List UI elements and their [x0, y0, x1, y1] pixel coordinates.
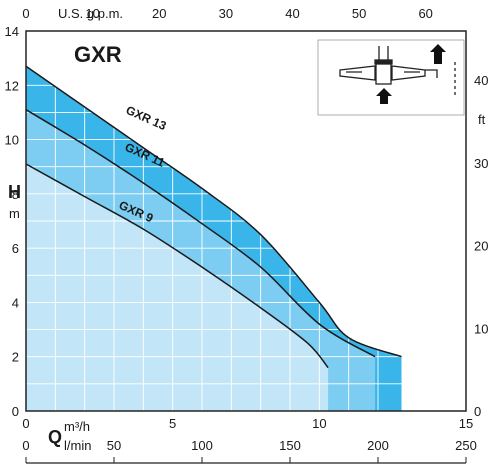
- series-label-0: GXR 13: [124, 103, 169, 133]
- grid: [25, 30, 467, 412]
- top-tick-label: 60: [418, 6, 432, 21]
- series-line-0: [25, 65, 402, 358]
- y-tick-label: 0: [12, 404, 19, 419]
- x-tick-label: 15: [459, 416, 473, 431]
- title-box: [66, 38, 136, 68]
- inlet-arrow-icon: [376, 88, 392, 104]
- right-tick-label: 40: [474, 73, 488, 88]
- right-axis-unit: ft: [478, 112, 486, 127]
- top-tick-label: 30: [219, 6, 233, 21]
- bottom-tick-label: 200: [367, 438, 389, 453]
- pump-body-icon: [339, 46, 456, 95]
- plot-frame: [25, 30, 467, 412]
- y-tick-label: 14: [5, 24, 19, 39]
- bottom-tick-label: 150: [279, 438, 301, 453]
- bottom-axis-unit: l/min: [64, 438, 91, 453]
- series-area-2: [26, 164, 329, 411]
- series-line-1: [25, 109, 376, 358]
- bottom-tick-label: 100: [191, 438, 213, 453]
- y-tick-label: 10: [5, 133, 19, 148]
- right-tick-label: 0: [474, 404, 481, 419]
- top-tick-label: 50: [352, 6, 366, 21]
- right-tick-label: 30: [474, 156, 488, 171]
- y-tick-label: 4: [12, 295, 19, 310]
- series-curves: [25, 65, 402, 369]
- bottom-tick-label: 50: [107, 438, 121, 453]
- top-tick-label: 10: [85, 6, 99, 21]
- series-fills: [26, 66, 402, 412]
- x-tick-label: 10: [312, 416, 326, 431]
- y-tick-label: 2: [12, 350, 19, 365]
- top-tick-label: 40: [285, 6, 299, 21]
- chart-title: GXR: [74, 42, 122, 67]
- pump-diagram: [317, 39, 465, 116]
- bottom-tick-label: 250: [455, 438, 477, 453]
- top-axis-unit: U.S. g.p.m.: [58, 6, 123, 21]
- y-tick-label: 12: [5, 78, 19, 93]
- right-tick-label: 10: [474, 321, 488, 336]
- x-tick-label: 5: [169, 416, 176, 431]
- top-tick-label: 0: [22, 6, 29, 21]
- top-tick-label: 20: [152, 6, 166, 21]
- y-tick-label: 6: [12, 241, 19, 256]
- y-tick-label: 8: [12, 187, 19, 202]
- x-tick-label: 0: [22, 416, 29, 431]
- y-axis-unit: m: [9, 206, 20, 221]
- x-axis-title: Q: [48, 427, 62, 447]
- series-line-2: [25, 163, 329, 369]
- outlet-arrow-icon: [430, 44, 446, 64]
- x-axis-unit: m³/h: [64, 419, 90, 434]
- right-tick-label: 20: [474, 239, 488, 254]
- bottom-tick-label: 0: [22, 438, 29, 453]
- y-axis-title: H: [8, 182, 21, 202]
